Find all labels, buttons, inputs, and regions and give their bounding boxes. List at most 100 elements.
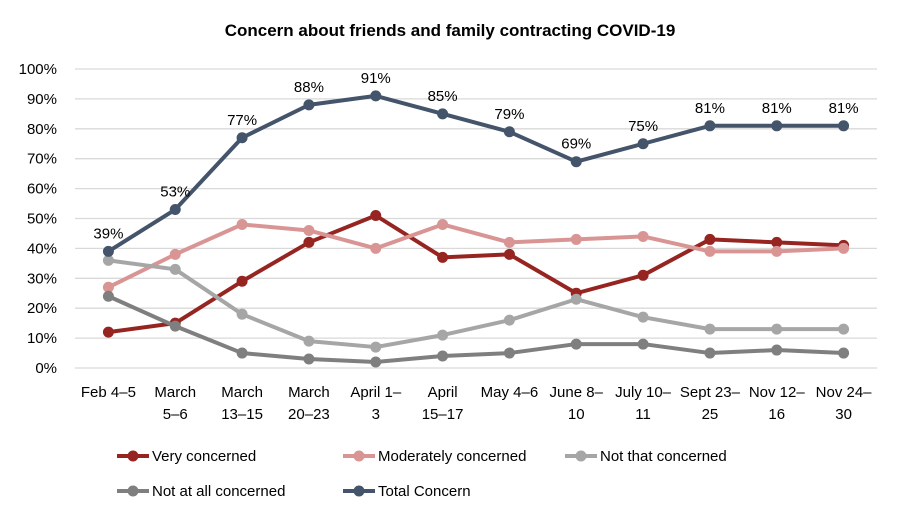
data-point [370, 356, 382, 368]
data-label: 81% [695, 100, 725, 117]
legend-marker-icon [575, 450, 587, 462]
x-tick-label: April 15–17 [422, 384, 464, 423]
y-tick-label: 100% [19, 61, 57, 78]
data-point [704, 347, 716, 359]
data-point [570, 156, 582, 168]
data-point [437, 108, 449, 120]
data-point [370, 341, 382, 353]
data-point [503, 126, 515, 138]
legend: Very concerned Moderately concerned Not th… [117, 448, 727, 500]
data-point [771, 323, 783, 335]
data-point [771, 344, 783, 356]
data-point [102, 326, 114, 338]
series-lines [102, 90, 850, 368]
data-point [838, 323, 850, 335]
data-point [370, 90, 382, 102]
data-point [102, 281, 114, 293]
legend-label: Moderately concerned [378, 448, 526, 465]
data-point [704, 323, 716, 335]
data-point [637, 138, 649, 150]
data-point [838, 242, 850, 254]
data-point [437, 329, 449, 341]
legend-item: Total Concern [343, 483, 471, 500]
y-tick-label: 50% [27, 211, 57, 228]
data-point [102, 245, 114, 257]
gridlines [75, 68, 877, 369]
data-point [704, 233, 716, 245]
data-point [236, 308, 248, 320]
x-tick-label: Nov 12– 16 [749, 384, 806, 423]
data-point [236, 275, 248, 287]
y-tick-label: 10% [27, 330, 57, 347]
data-point [704, 120, 716, 132]
legend-item: Not that concerned [565, 448, 727, 465]
legend-label: Not that concerned [600, 448, 727, 465]
data-point [236, 347, 248, 359]
data-label: 85% [428, 88, 458, 105]
x-tick-label: March 20–23 [288, 384, 330, 423]
data-label: 81% [829, 100, 859, 117]
legend-marker-icon [353, 450, 365, 462]
legend-marker-icon [127, 485, 139, 497]
series-not-that-concerned [102, 254, 850, 353]
data-point [503, 314, 515, 326]
data-point [370, 210, 382, 222]
y-tick-label: 20% [27, 300, 57, 317]
data-label: 75% [628, 118, 658, 135]
data-point [503, 347, 515, 359]
data-point [303, 353, 315, 365]
y-tick-label: 70% [27, 151, 57, 168]
data-point [570, 338, 582, 350]
x-tick-label: Nov 24– 30 [816, 384, 873, 423]
x-tick-label: April 1– 3 [350, 384, 402, 423]
data-point [303, 224, 315, 236]
data-point [303, 99, 315, 111]
data-label: 77% [227, 112, 257, 129]
data-point [236, 132, 248, 144]
series-not-at-all-concerned [102, 290, 850, 368]
data-label: 79% [494, 106, 524, 123]
legend-label: Very concerned [152, 448, 256, 465]
data-point [437, 218, 449, 230]
data-label: 39% [93, 225, 123, 242]
data-point [771, 120, 783, 132]
series-very-concerned [102, 210, 850, 338]
data-point [637, 230, 649, 242]
x-tick-label: Sept 23– 25 [680, 384, 741, 423]
data-labels: 39% 53% 77% 88% 91% 85% 79% 69% 75% 81% 81% 81% [93, 70, 858, 242]
data-label: 88% [294, 79, 324, 96]
data-point [570, 293, 582, 305]
chart-title: Concern about friends and family contrac… [225, 21, 676, 40]
data-point [370, 242, 382, 254]
data-label: 81% [762, 100, 792, 117]
y-tick-label: 40% [27, 240, 57, 257]
x-tick-label: Feb 4–5 [81, 384, 136, 401]
series-line [107, 222, 844, 290]
data-point [503, 236, 515, 248]
data-point [570, 233, 582, 245]
data-point [236, 218, 248, 230]
series-moderately-concerned [102, 218, 850, 293]
legend-marker-icon [127, 450, 139, 462]
series-line [108, 258, 844, 350]
series-line [107, 93, 844, 254]
data-point [771, 236, 783, 248]
data-point [169, 248, 181, 260]
y-tick-label: 60% [27, 181, 57, 198]
data-point [169, 320, 181, 332]
data-point [637, 311, 649, 323]
series-line [108, 213, 844, 335]
data-point [169, 204, 181, 216]
x-axis-ticks: Feb 4–5 March 5–6 March 13–15 March 20–23 April… [81, 384, 872, 423]
x-tick-label: March 5–6 [154, 384, 196, 423]
data-point [838, 347, 850, 359]
data-point [102, 254, 114, 266]
legend-label: Not at all concerned [152, 483, 285, 500]
y-tick-label: 0% [35, 360, 57, 377]
data-label: 53% [160, 184, 190, 201]
x-tick-label: July 10– 11 [615, 384, 672, 423]
series-line [107, 294, 844, 365]
data-label: 91% [361, 70, 391, 87]
data-point [771, 245, 783, 257]
